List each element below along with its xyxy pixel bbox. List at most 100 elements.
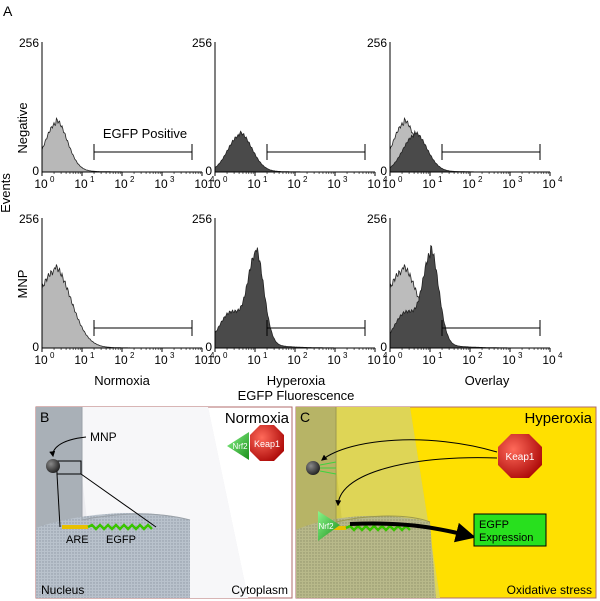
column-label-hyperoxia: Hyperoxia — [267, 373, 326, 388]
x-tick-label: 10 — [247, 353, 261, 367]
x-tick-exponent: 3 — [343, 351, 348, 360]
panel-b-letter: B — [40, 409, 49, 425]
x-tick-exponent: 2 — [478, 351, 483, 360]
y-tick-label: 0 — [380, 340, 387, 354]
y-tick-label: 256 — [19, 212, 39, 226]
x-tick-label: 10 — [542, 177, 556, 191]
x-tick-label: 10 — [502, 353, 516, 367]
keap1-shape — [498, 434, 542, 478]
y-tick-label: 256 — [192, 212, 212, 226]
x-tick-exponent: 3 — [170, 175, 175, 184]
panel-a-letter: A — [3, 3, 13, 19]
y-tick-label: 0 — [380, 164, 387, 178]
column-label-overlay: Overlay — [465, 373, 510, 388]
panel-b-title: Normoxia — [225, 410, 290, 427]
x-tick-label: 10 — [114, 177, 128, 191]
x-tick-exponent: 0 — [50, 175, 55, 184]
nrf2-shape — [318, 511, 340, 541]
x-tick-label: 10 — [74, 177, 88, 191]
x-axis-label: EGFP Fluorescence — [238, 388, 355, 403]
column-label-normoxia: Normoxia — [94, 373, 150, 388]
panel-b: B MNP Normoxia Nrf2 Keap1 ARE EGFP Nucle… — [35, 406, 293, 599]
keap1-arrow-to-nrf2 — [335, 457, 498, 507]
x-tick-label: 10 — [287, 177, 301, 191]
keap1-shape — [250, 425, 284, 461]
x-tick-label: 10 — [207, 353, 221, 367]
x-tick-exponent: 1 — [438, 175, 443, 184]
x-tick-exponent: 4 — [210, 175, 215, 184]
x-tick-label: 10 — [34, 353, 48, 367]
histogram-series — [214, 247, 375, 349]
x-tick-label: 10 — [422, 177, 436, 191]
nucleus-floor — [36, 513, 190, 598]
x-tick-exponent: 3 — [518, 175, 523, 184]
x-tick-label: 10 — [194, 177, 208, 191]
x-tick-exponent: 1 — [438, 351, 443, 360]
x-tick-label: 10 — [207, 177, 221, 191]
x-tick-exponent: 0 — [223, 351, 228, 360]
x-tick-label: 10 — [382, 177, 396, 191]
mnp-particle — [46, 459, 60, 473]
x-tick-exponent: 2 — [478, 175, 483, 184]
nucleus-edge — [81, 407, 191, 521]
y-tick-label: 256 — [367, 212, 387, 226]
mnp-arrow — [49, 436, 87, 458]
x-tick-label: 10 — [327, 353, 341, 367]
panel-c-letter: C — [300, 409, 310, 425]
x-tick-exponent: 4 — [383, 351, 388, 360]
x-tick-exponent: 4 — [210, 351, 215, 360]
y-tick-label: 0 — [32, 164, 39, 178]
histogram-series — [41, 264, 202, 349]
x-tick-exponent: 1 — [90, 351, 95, 360]
x-tick-exponent: 1 — [90, 175, 95, 184]
nucleus-edge — [335, 407, 431, 523]
x-tick-exponent: 4 — [383, 175, 388, 184]
x-tick-exponent: 2 — [130, 175, 135, 184]
egfp-label: EGFP — [106, 534, 136, 546]
x-tick-exponent: 1 — [263, 175, 268, 184]
x-tick-label: 10 — [154, 353, 168, 367]
nrf2-label: Nrf2 — [318, 522, 334, 531]
y-axis-label: Events — [0, 173, 13, 213]
expression-label-line2: Expression — [479, 532, 533, 544]
nucleus-label: Nucleus — [41, 583, 84, 597]
x-tick-label: 10 — [114, 353, 128, 367]
y-tick-label: 0 — [32, 340, 39, 354]
x-tick-label: 10 — [247, 177, 261, 191]
x-tick-exponent: 2 — [303, 175, 308, 184]
x-tick-label: 10 — [287, 353, 301, 367]
keap1-label: Keap1 — [506, 452, 535, 463]
y-tick-label: 0 — [205, 164, 212, 178]
x-tick-exponent: 0 — [398, 175, 403, 184]
nrf2-shape — [227, 432, 249, 460]
x-tick-label: 10 — [74, 353, 88, 367]
x-tick-exponent: 3 — [343, 175, 348, 184]
x-tick-exponent: 0 — [398, 351, 403, 360]
panel-c-title: Hyperoxia — [524, 410, 592, 427]
x-tick-exponent: 2 — [130, 351, 135, 360]
are-label: ARE — [66, 534, 89, 546]
stress-label: Oxidative stress — [507, 583, 592, 597]
x-tick-exponent: 1 — [263, 351, 268, 360]
nucleus-floor — [296, 515, 436, 598]
x-tick-exponent: 4 — [558, 175, 563, 184]
expression-box — [473, 513, 547, 547]
x-tick-label: 10 — [542, 353, 556, 367]
egfp-gene — [345, 524, 411, 532]
panel-c: Keap1 Nrf2 EGFP Expression C Hyperoxia O… — [295, 406, 597, 599]
x-tick-label: 10 — [462, 353, 476, 367]
x-tick-label: 10 — [367, 353, 381, 367]
x-tick-exponent: 2 — [303, 351, 308, 360]
x-tick-exponent: 4 — [558, 351, 563, 360]
row-label-mnp: MNP — [15, 270, 30, 299]
expression-arrow — [349, 521, 476, 543]
mnp-label: MNP — [90, 430, 117, 444]
y-tick-label: 256 — [192, 36, 212, 50]
x-tick-label: 10 — [502, 177, 516, 191]
